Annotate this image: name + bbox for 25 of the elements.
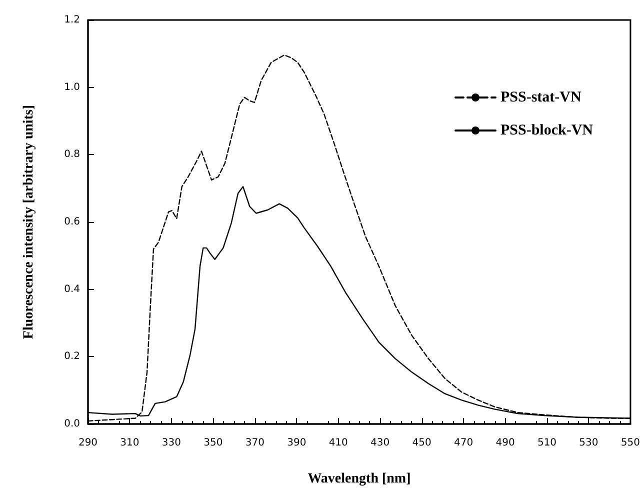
x-tick-label: 450 <box>412 438 432 448</box>
y-tick-label: 1.2 <box>64 14 80 26</box>
x-tick-label: 530 <box>579 438 598 448</box>
y-tick-label: 0.8 <box>64 149 80 160</box>
x-tick-label: 470 <box>454 438 474 448</box>
x-tick-label: 510 <box>537 438 557 448</box>
y-axis-title: Fluorescence intensity [arbitrary units] <box>22 104 36 340</box>
x-tick-label: 410 <box>328 438 348 448</box>
x-tick-label: 370 <box>245 438 264 448</box>
x-tick-label: 490 <box>496 438 515 448</box>
y-tick-label: 0.2 <box>64 351 80 362</box>
y-tick-label: 0.4 <box>64 284 80 295</box>
x-tick-label: 550 <box>620 438 640 448</box>
x-tick-label: 350 <box>204 438 223 448</box>
x-tick-label: 390 <box>287 438 306 448</box>
y-tick-label: 0.6 <box>64 216 80 228</box>
legend-label: PSS-block-VN <box>500 122 594 138</box>
legend-label: PSS-stat-VN <box>500 90 582 106</box>
x-tick-label: 310 <box>120 438 140 448</box>
x-axis-title: Wavelength [nm] <box>308 472 411 486</box>
y-tick-label: 1.0 <box>64 82 80 93</box>
y-tick-label: 0.0 <box>64 418 80 430</box>
x-tick-label: 430 <box>370 438 390 448</box>
x-tick-label: 330 <box>162 438 181 448</box>
x-tick-label: 290 <box>78 438 98 448</box>
